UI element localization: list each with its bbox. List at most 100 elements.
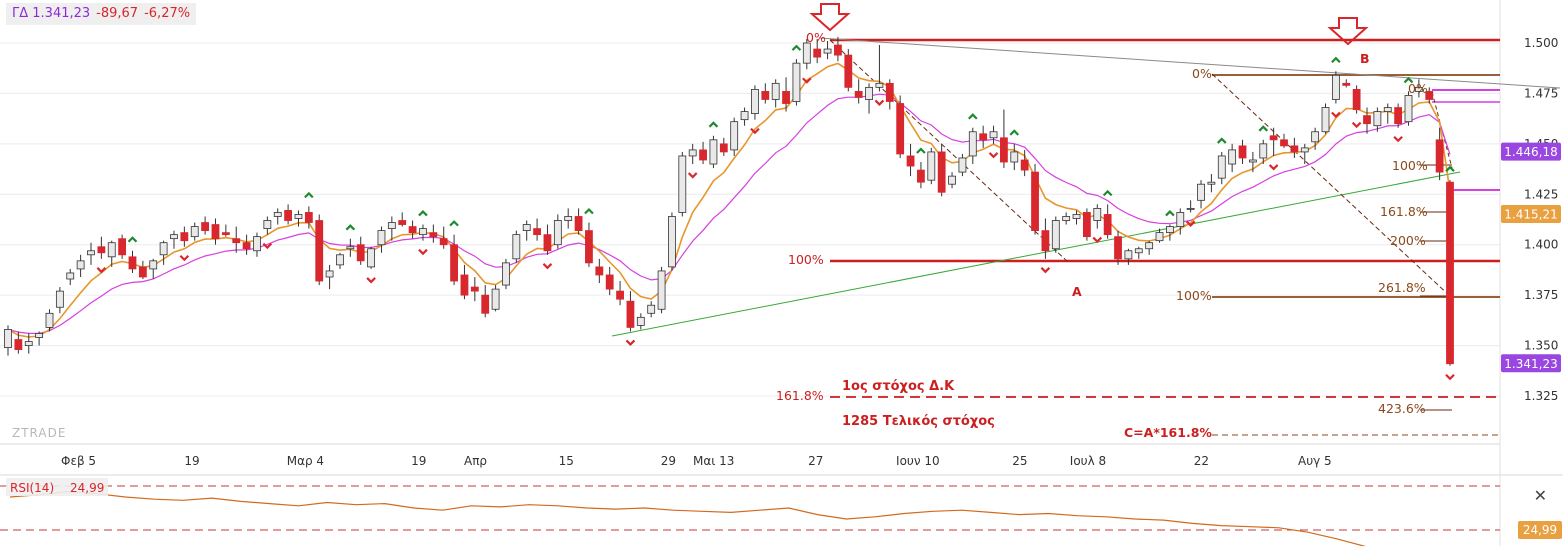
signal-down-icon	[988, 152, 999, 159]
signal-down-icon	[96, 267, 107, 274]
candle-body	[408, 226, 417, 234]
candle-body	[253, 236, 261, 252]
price-tag-label: 1.415,21	[1504, 208, 1557, 222]
candle-body	[107, 242, 116, 258]
candle-body	[159, 242, 168, 256]
candle-body	[719, 143, 728, 153]
candle-body	[325, 270, 334, 278]
candle-body	[242, 242, 251, 250]
annotation-label: 161.8%	[776, 388, 824, 403]
candle-body	[512, 234, 521, 260]
signal-down-icon	[1268, 164, 1279, 171]
candle-body	[1373, 111, 1382, 127]
candle-body	[439, 238, 448, 246]
candle-body	[968, 131, 977, 157]
candle-body	[927, 151, 936, 181]
price-tag	[1501, 142, 1561, 161]
candle-body	[24, 341, 33, 346]
candle-body	[605, 274, 614, 290]
candle-body	[564, 216, 573, 221]
candle-body	[1425, 91, 1434, 100]
candle-body	[284, 210, 293, 221]
candle-body	[1114, 236, 1122, 260]
fib-levels	[830, 38, 1500, 436]
candle-body	[45, 312, 54, 328]
ema-slow-line	[7, 93, 1451, 334]
candle-body	[419, 228, 427, 236]
annotation-label: 0%	[1408, 81, 1428, 96]
candle-body	[668, 216, 676, 268]
price-tag-label: 1.341,23	[1504, 357, 1557, 371]
candle-body	[502, 262, 510, 286]
candle-body	[377, 230, 386, 246]
signal-up-icon	[968, 113, 978, 120]
signal-up-icon	[1258, 125, 1269, 132]
candle-body	[782, 91, 790, 104]
signal-down-icon	[1092, 236, 1103, 244]
candle-body	[470, 286, 479, 292]
signal-down-icon	[1185, 220, 1196, 227]
candle-body	[813, 48, 822, 58]
candle-body	[1248, 159, 1257, 163]
candle-body	[522, 224, 531, 231]
x-tick-label: Φεβ 5	[61, 454, 96, 468]
x-tick-label: Απρ	[464, 454, 487, 468]
candle-body	[1383, 107, 1392, 112]
ticker-symbol: ΓΔ 1.341,23	[12, 3, 90, 25]
peak-arrow-icon	[1327, 17, 1369, 46]
candle-body	[854, 91, 863, 98]
candle-body	[1394, 107, 1403, 125]
candle-body	[1155, 232, 1164, 242]
y-tick-label: 1.350	[1524, 339, 1558, 353]
candle-body	[823, 48, 832, 54]
signal-down-icon	[687, 172, 698, 179]
annotations: 0% 0% 0% 100% 100% 100% 161.8% 161.8% 200% 261.8%…	[776, 3, 1428, 440]
candle-body	[1176, 212, 1185, 227]
candle-body	[885, 82, 894, 102]
x-tick-label: 19	[184, 454, 199, 468]
candle-body	[294, 214, 303, 219]
wave-c-line	[1211, 73, 1453, 299]
signal-down-icon	[1351, 121, 1362, 129]
x-tick-label: Ιουλ 8	[1070, 454, 1106, 468]
candle-body	[896, 103, 905, 155]
candle-body	[1062, 216, 1071, 221]
trendline-support	[611, 171, 1461, 337]
candle-body	[751, 88, 759, 115]
candle-body	[543, 234, 552, 252]
signal-up-icon	[1165, 209, 1175, 217]
wave-c-short-line	[1431, 91, 1453, 169]
candle-body	[398, 220, 407, 225]
annotation-label: 161.8%	[1380, 204, 1428, 219]
candle-body	[481, 294, 490, 314]
annotation-label: 200%	[1390, 233, 1426, 248]
signal-up-icon	[304, 191, 314, 199]
candle-body	[1134, 248, 1143, 254]
annotation-label: 0%	[806, 30, 826, 45]
x-tick-label: Αυγ 5	[1298, 454, 1332, 468]
candle-body	[211, 224, 220, 240]
candle-body	[1000, 137, 1008, 163]
trend-lines	[611, 37, 1561, 337]
y-tick-label: 1.325	[1524, 389, 1558, 403]
signal-down-icon	[542, 263, 553, 270]
candle-body	[771, 82, 780, 100]
signal-up-icon	[1216, 137, 1227, 144]
candle-body	[626, 300, 635, 328]
y-tick-label: 1.375	[1524, 288, 1558, 302]
candle-body	[87, 250, 95, 256]
candle-body	[1072, 214, 1081, 219]
candle-body	[834, 44, 842, 56]
candle-body	[1041, 230, 1050, 252]
candle-body	[55, 290, 64, 308]
close-rsi-icon[interactable]: ✕	[1533, 486, 1547, 505]
candle-body	[1290, 145, 1299, 153]
candle-body	[709, 139, 718, 165]
x-tick-label: 22	[1194, 454, 1209, 468]
signal-up-icon	[584, 207, 594, 215]
signal-up-icon	[1009, 129, 1020, 136]
candle-body	[844, 54, 853, 88]
candle-body	[636, 316, 645, 326]
trendline-resistance	[819, 37, 1561, 89]
